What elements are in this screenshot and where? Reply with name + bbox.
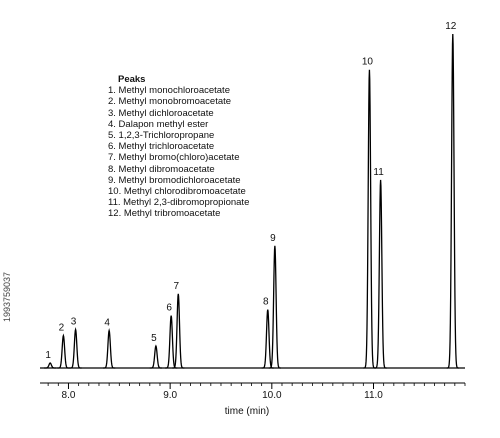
peak-12 — [446, 33, 459, 369]
x-tick-label: 11.0 — [364, 390, 383, 401]
peak-label-11: 11 — [373, 167, 384, 178]
peak-label-5: 5 — [151, 333, 157, 344]
peak-label-10: 10 — [362, 57, 374, 68]
peak-10 — [363, 69, 376, 369]
legend-entry: 4. Dalapon methyl ester — [108, 118, 209, 130]
legend-entry: 9. Methyl bromodichloroacetate — [108, 174, 241, 186]
legend-entry: 8. Methyl dibromoacetate — [108, 163, 215, 175]
peak-label-4: 4 — [104, 318, 110, 329]
peak-3 — [69, 326, 82, 369]
peak-label-6: 6 — [166, 303, 172, 314]
peak-6 — [165, 315, 178, 369]
legend-entry: 6. Methyl trichloroacetate — [108, 141, 215, 153]
legend-entry: 2. Methyl monobromoacetate — [108, 96, 232, 108]
peak-label-7: 7 — [173, 281, 179, 292]
peak-label-3: 3 — [71, 317, 77, 328]
legend: Peaks 1. Methyl monochloroacetate 2. Meth… — [108, 74, 249, 220]
peak-4 — [103, 328, 116, 369]
peak-5 — [149, 344, 163, 369]
peak-11 — [374, 179, 387, 369]
peak-2 — [57, 333, 70, 369]
x-tick-label: 10.0 — [262, 390, 282, 401]
peak-8 — [261, 309, 274, 369]
peak-label-8: 8 — [263, 297, 269, 308]
legend-entry: 3. Methyl dichloroacetate — [108, 107, 214, 119]
x-tick-label: 8.0 — [62, 390, 76, 401]
legend-title: Peaks — [118, 74, 146, 85]
peak-label-12: 12 — [445, 21, 457, 32]
peak-7 — [172, 293, 185, 369]
x-tick-label: 9.0 — [163, 390, 177, 401]
legend-entry: 1. Methyl monochloroacetate — [108, 85, 230, 97]
legend-entry: 10. Methyl chlorodibromoacetate — [108, 186, 246, 198]
peak-1 — [44, 362, 57, 369]
peak-9 — [268, 245, 281, 369]
x-axis-label: time (min) — [225, 406, 269, 417]
legend-entry: 12. Methyl tribromoacetate — [108, 208, 221, 220]
peak-label-2: 2 — [59, 323, 65, 334]
legend-entry: 7. Methyl bromo(chloro)acetate — [108, 152, 240, 164]
peak-label-1: 1 — [45, 350, 51, 361]
peak-label-9: 9 — [270, 233, 276, 244]
legend-entry: 5. 1,2,3-Trichloropropane — [108, 130, 215, 142]
legend-entry: 11. Methyl 2,3-dibromopropionate — [108, 197, 250, 209]
legend-list: 1. Methyl monochloroacetate 2. Methyl mon… — [108, 85, 249, 219]
watermark-id: 1993759037 — [2, 271, 12, 322]
